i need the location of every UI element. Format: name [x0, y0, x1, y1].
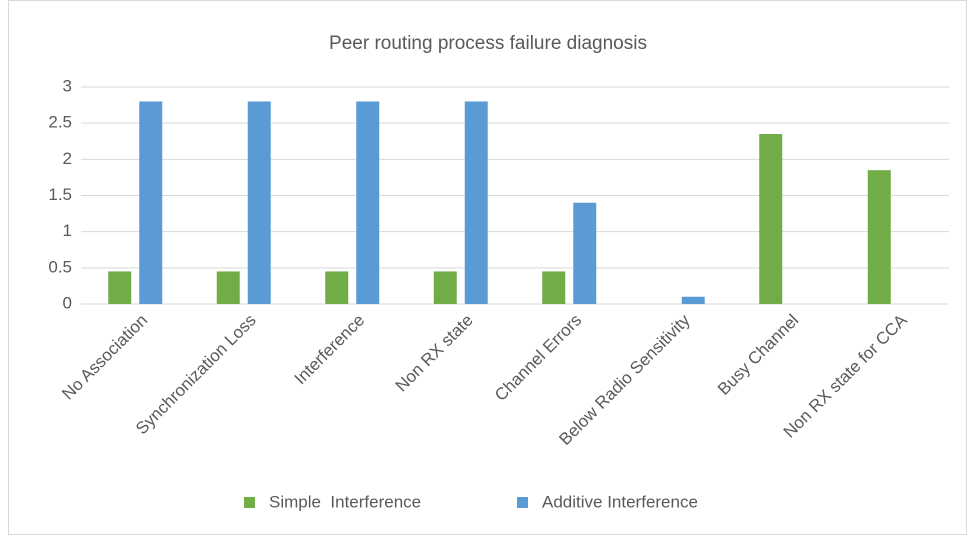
bar: [542, 271, 566, 304]
chart-title: Peer routing process failure diagnosis: [329, 33, 647, 54]
bar: [464, 101, 488, 304]
legend-label: Simple Interference: [269, 492, 421, 511]
bar: [139, 101, 163, 304]
y-tick-label: 2: [63, 149, 72, 168]
bar: [867, 170, 891, 304]
bar: [325, 271, 349, 304]
legend-swatch: [517, 497, 528, 508]
legend-swatch: [244, 497, 255, 508]
bar: [433, 271, 457, 304]
y-tick-label: 2.5: [48, 113, 72, 132]
y-tick-label: 0: [63, 293, 72, 312]
bar: [216, 271, 240, 304]
bar: [247, 101, 271, 304]
bar: [681, 296, 705, 304]
y-tick-label: 1: [63, 221, 72, 240]
bar: [759, 134, 783, 304]
bar: [356, 101, 380, 304]
y-tick-label: 1.5: [48, 185, 72, 204]
y-tick-label: 3: [63, 76, 72, 95]
y-tick-label: 0.5: [48, 257, 72, 276]
bar: [573, 202, 597, 304]
legend-label: Additive Interference: [542, 492, 698, 511]
bar: [108, 271, 132, 304]
